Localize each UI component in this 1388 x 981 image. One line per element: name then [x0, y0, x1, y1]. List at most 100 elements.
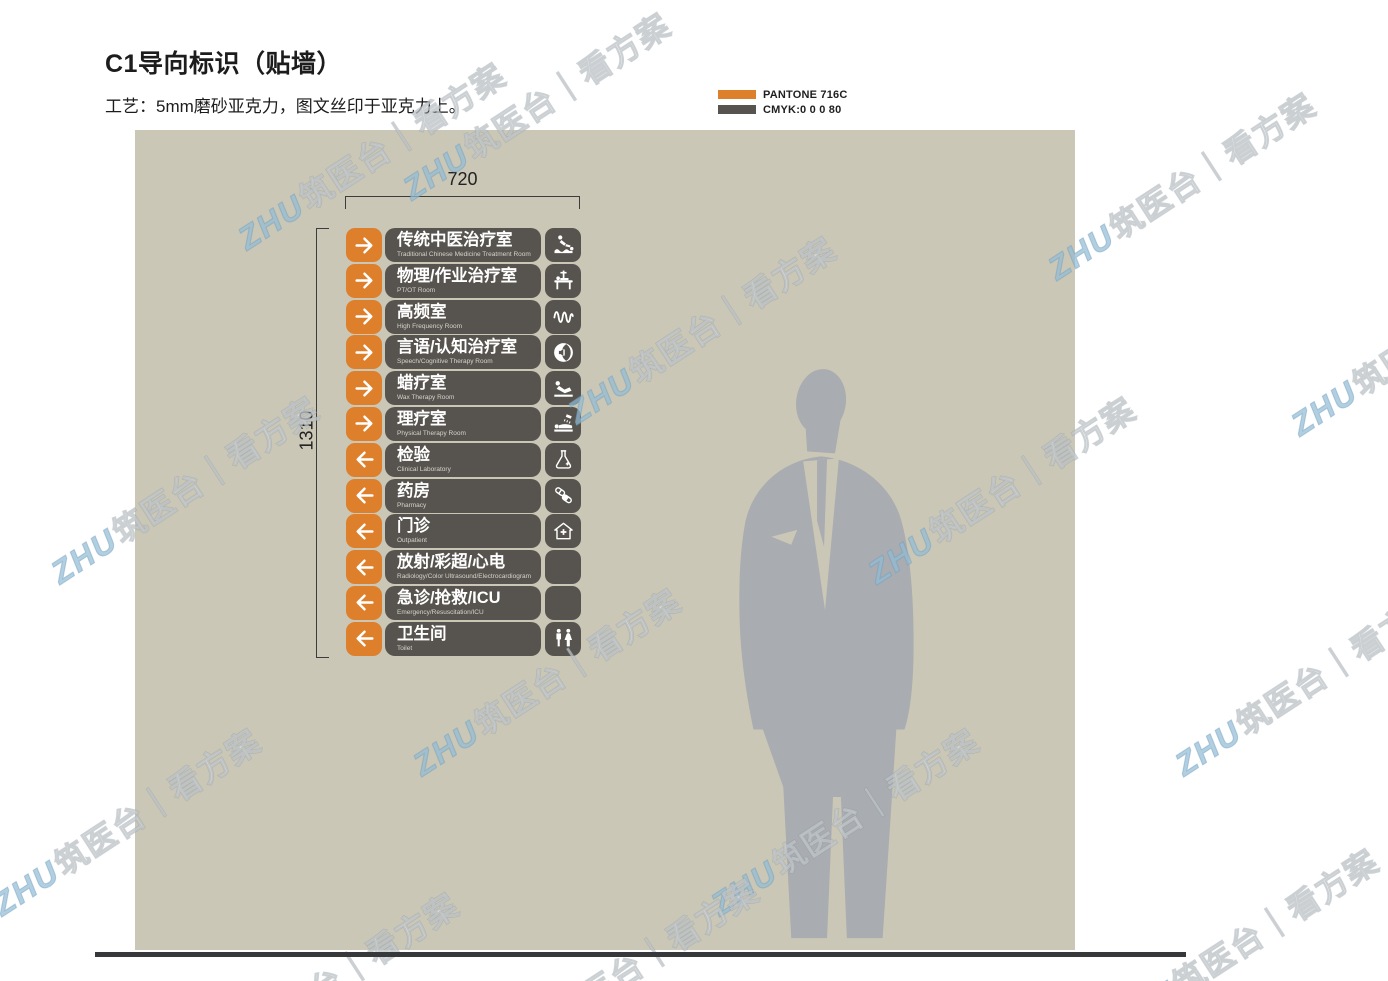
sign-label: 高频室 High Frequency Room — [385, 299, 541, 334]
sign-label-zh: 蜡疗室 — [397, 374, 447, 393]
sign-label-en: Clinical Laboratory — [397, 465, 451, 473]
wave-icon — [545, 299, 581, 334]
process-note: 工艺：5mm磨砂亚克力，图文丝印于亚克力上。 — [105, 97, 466, 116]
watermark-brand: ZHU — [1104, 973, 1185, 981]
gray-swatch — [718, 105, 756, 114]
sign-label-en: Traditional Chinese Medicine Treatment R… — [397, 250, 531, 258]
arrow-right-icon — [346, 371, 382, 406]
watermark-text: 筑医台｜看方案 — [1230, 582, 1388, 743]
watermark: ZHU筑医台｜看方案 — [1281, 237, 1388, 445]
arrow-left-icon — [346, 514, 382, 549]
sign-label: 门诊 Outpatient — [385, 514, 541, 549]
orange-swatch — [718, 90, 756, 99]
sign-label: 药房 Pharmacy — [385, 478, 541, 513]
watermark: ZHU筑医台｜看方案 — [1101, 837, 1388, 981]
sign-label: 卫生间 Toilet — [385, 621, 541, 656]
sign-row: 传统中医治疗室 Traditional Chinese Medicine Trea… — [346, 228, 581, 262]
arrow-left-icon — [346, 550, 382, 585]
height-dimension-label: 1310 — [296, 410, 317, 451]
legend-row-cmyk: CMYK:0 0 0 80 — [718, 103, 848, 116]
sign-row: 高频室 High Frequency Room — [346, 299, 581, 334]
sign-label-zh: 急诊/抢救/ICU — [397, 588, 501, 607]
watermark: ZHU筑医台｜看方案 — [1038, 81, 1325, 289]
pills-icon — [545, 478, 581, 513]
physio-icon — [545, 406, 581, 441]
sign-row: 检验 Clinical Laboratory — [346, 442, 581, 477]
watermark-text: 筑医台｜看方案 — [1166, 842, 1386, 981]
legend-label: CMYK:0 0 0 80 — [763, 103, 842, 116]
watermark-brand: ZHU — [0, 853, 67, 923]
sign-label: 急诊/抢救/ICU Emergency/Resuscitation/ICU — [385, 585, 541, 620]
sign-row: 急诊/抢救/ICU Emergency/Resuscitation/ICU — [346, 585, 581, 620]
sign-label-zh: 卫生间 — [397, 624, 447, 643]
sign-label-en: Speech/Cognitive Therapy Room — [397, 358, 493, 366]
sign-label-en: Emergency/Resuscitation/ICU — [397, 608, 484, 616]
arrow-left-icon — [346, 585, 382, 620]
watermark-text: 筑医台｜看方案 — [1346, 242, 1388, 403]
height-dimension-bracket — [316, 228, 329, 658]
sign-label-zh: 门诊 — [397, 517, 430, 536]
wall-background — [135, 130, 1075, 950]
sign-label: 物理/作业治疗室 PT/OT Room — [385, 263, 541, 298]
sign-label-en: Wax Therapy Room — [397, 394, 455, 402]
wax-icon — [545, 371, 581, 406]
sign-label-en: Radiology/Color Ultrasound/Electrocardio… — [397, 573, 532, 581]
arrow-left-icon — [346, 442, 382, 477]
floor-line — [95, 952, 1186, 957]
sign-label-zh: 物理/作业治疗室 — [397, 266, 518, 285]
arrow-right-icon — [346, 335, 382, 370]
massage-icon — [545, 228, 581, 262]
clinic-icon — [545, 514, 581, 549]
sign-row: 门诊 Outpatient — [346, 514, 581, 549]
empty-icon-tile — [545, 585, 581, 620]
width-dimension-label: 720 — [447, 169, 478, 189]
sign-label: 检验 Clinical Laboratory — [385, 442, 541, 477]
sign-label: 放射/彩超/心电 Radiology/Color Ultrasound/Elect… — [385, 550, 541, 585]
sign-label: 言语/认知治疗室 Speech/Cognitive Therapy Room — [385, 335, 541, 370]
sign-label: 理疗室 Physical Therapy Room — [385, 406, 541, 441]
arrow-right-icon — [346, 299, 382, 334]
watermark-brand: ZHU — [44, 521, 125, 591]
toilet-icon — [545, 621, 581, 656]
sign-label-zh: 传统中医治疗室 — [397, 231, 513, 249]
sign-label-en: High Frequency Room — [397, 322, 463, 330]
arrow-left-icon — [346, 478, 382, 513]
watermark-text: 筑医台｜看方案 — [1103, 86, 1323, 247]
sign-label-en: Pharmacy — [397, 501, 427, 509]
flask-icon — [545, 442, 581, 477]
sign-row: 理疗室 Physical Therapy Room — [346, 406, 581, 441]
sign-row: 言语/认知治疗室 Speech/Cognitive Therapy Room — [346, 335, 581, 370]
watermark: ZHU筑医台｜看方案 — [1165, 577, 1388, 785]
watermark-brand: ZHU — [1168, 713, 1249, 783]
sign-label-en: Outpatient — [397, 537, 427, 545]
sign-label-zh: 放射/彩超/心电 — [397, 553, 506, 572]
sign-row: 放射/彩超/心电 Radiology/Color Ultrasound/Elect… — [346, 550, 581, 585]
arrow-right-icon — [346, 406, 382, 441]
sign-row: 蜡疗室 Wax Therapy Room — [346, 371, 581, 406]
sign-label: 传统中医治疗室 Traditional Chinese Medicine Trea… — [385, 228, 541, 262]
sign-label-zh: 理疗室 — [397, 409, 447, 428]
sign-label-zh: 检验 — [397, 445, 430, 464]
page-title: C1导向标识（贴墙） — [105, 50, 342, 78]
sign-label-en: PT/OT Room — [397, 286, 436, 294]
treatment-table-icon — [545, 263, 581, 298]
sign-label-en: Physical Therapy Room — [397, 429, 466, 437]
sign-row: 药房 Pharmacy — [346, 478, 581, 513]
arrow-left-icon — [346, 621, 382, 656]
sign-label-zh: 高频室 — [397, 302, 447, 321]
empty-icon-tile — [545, 550, 581, 585]
sign-panel: 传统中医治疗室 Traditional Chinese Medicine Trea… — [346, 228, 581, 656]
width-dimension-bracket — [345, 196, 580, 209]
sign-label-zh: 药房 — [397, 481, 430, 500]
sign-label: 蜡疗室 Wax Therapy Room — [385, 371, 541, 406]
speech-icon — [545, 335, 581, 370]
legend-label: PANTONE 716C — [763, 88, 848, 101]
sign-label-zh: 言语/认知治疗室 — [397, 338, 518, 357]
color-legend: PANTONE 716C CMYK:0 0 0 80 — [718, 89, 848, 119]
sign-label-en: Toilet — [397, 644, 413, 652]
human-silhouette — [739, 369, 914, 939]
legend-row-pantone: PANTONE 716C — [718, 88, 848, 101]
sign-row: 物理/作业治疗室 PT/OT Room — [346, 263, 581, 298]
watermark-brand: ZHU — [1284, 373, 1365, 443]
